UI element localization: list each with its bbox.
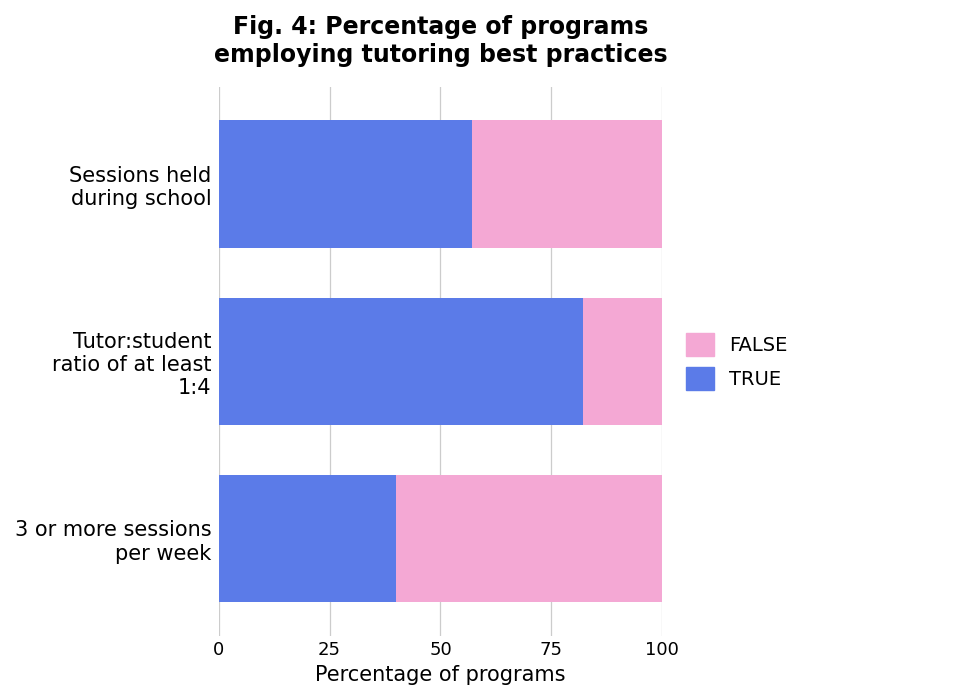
Legend: FALSE, TRUE: FALSE, TRUE xyxy=(676,323,797,400)
Bar xyxy=(472,120,663,248)
Bar xyxy=(582,298,663,425)
Bar xyxy=(219,475,396,602)
Title: Fig. 4: Percentage of programs
employing tutoring best practices: Fig. 4: Percentage of programs employing… xyxy=(214,15,667,66)
Bar xyxy=(396,475,663,602)
Bar xyxy=(219,298,582,425)
Bar xyxy=(219,120,472,248)
X-axis label: Percentage of programs: Percentage of programs xyxy=(316,665,566,685)
